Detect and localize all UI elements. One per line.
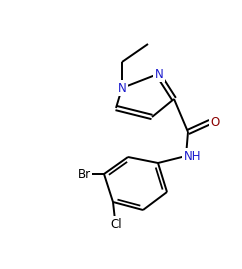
Text: Cl: Cl xyxy=(110,218,122,231)
Text: O: O xyxy=(210,115,220,129)
Text: N: N xyxy=(155,68,163,80)
Text: N: N xyxy=(118,82,126,94)
Text: NH: NH xyxy=(184,150,202,162)
Text: Br: Br xyxy=(77,168,91,180)
